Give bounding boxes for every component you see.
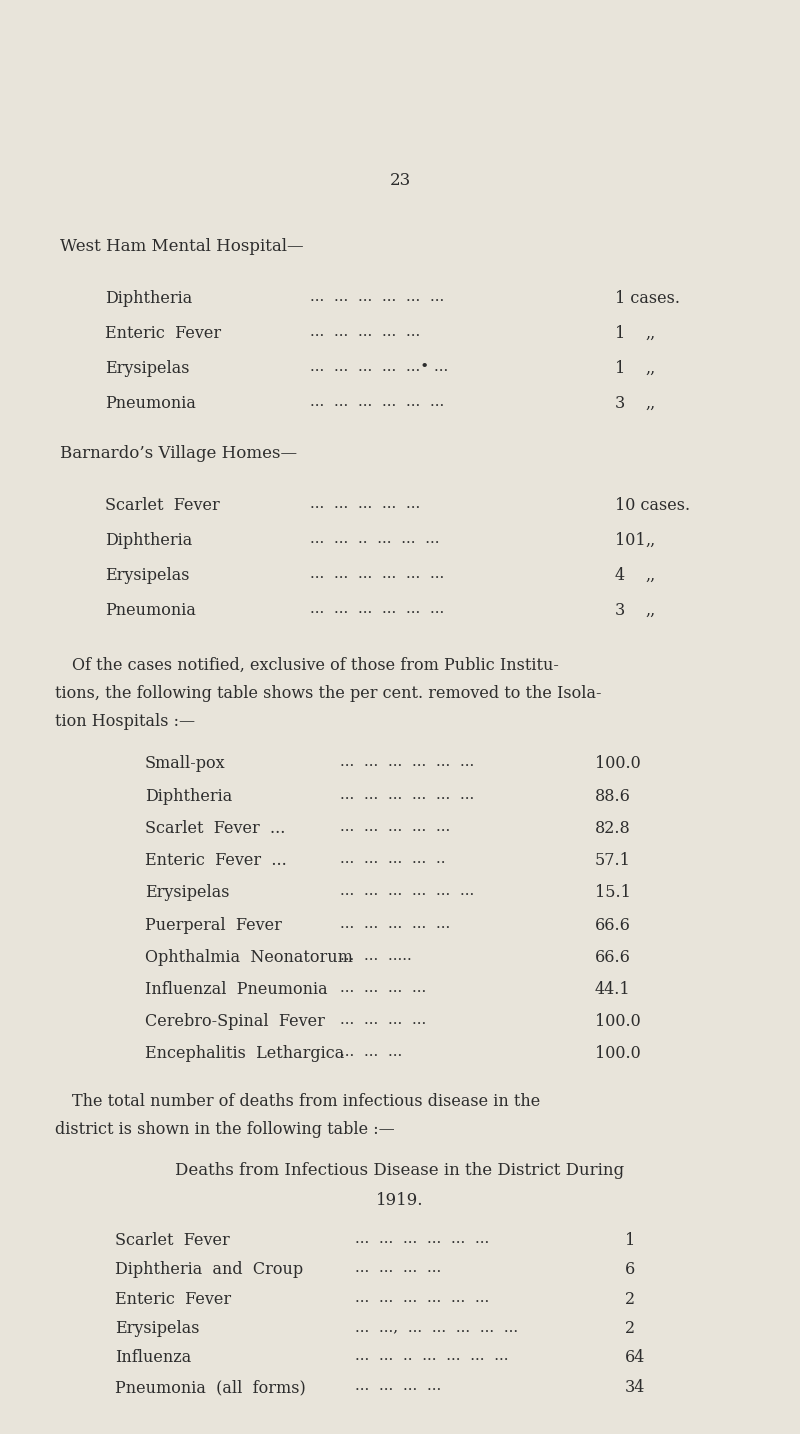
Text: ...  ...  ...  ...  ...  ...: ... ... ... ... ... ... [340, 754, 474, 769]
Text: Erysipelas: Erysipelas [145, 883, 230, 901]
Text: ,,: ,, [645, 602, 655, 619]
Text: 82.8: 82.8 [595, 820, 630, 837]
Text: ...  ...  ...  ...  ...: ... ... ... ... ... [310, 326, 420, 338]
Text: 101: 101 [615, 532, 646, 549]
Text: Pneumonia: Pneumonia [105, 394, 196, 412]
Text: tions, the following table shows the per cent. removed to the Isola-: tions, the following table shows the per… [55, 685, 602, 703]
Text: 44.1: 44.1 [595, 981, 630, 998]
Text: Erysipelas: Erysipelas [105, 566, 190, 584]
Text: Diphtheria: Diphtheria [105, 532, 192, 549]
Text: ...  ...  ...  ...: ... ... ... ... [355, 1380, 442, 1392]
Text: ...  ...  ...  ...  ...  ...: ... ... ... ... ... ... [340, 789, 474, 802]
Text: 23: 23 [390, 172, 410, 189]
Text: 1919.: 1919. [376, 1192, 424, 1209]
Text: 64: 64 [625, 1349, 646, 1367]
Text: ...  ...  ...  ...  ...: ... ... ... ... ... [310, 498, 420, 511]
Text: 2: 2 [625, 1291, 635, 1308]
Text: 1: 1 [625, 1232, 635, 1249]
Text: ...  ...  ...: ... ... ... [340, 1045, 402, 1058]
Text: ,,: ,, [645, 360, 655, 377]
Text: ,,: ,, [645, 394, 655, 412]
Text: ...  ...  ...  ...  ...  ...: ... ... ... ... ... ... [310, 566, 444, 581]
Text: 34: 34 [625, 1380, 646, 1397]
Text: Encephalitis  Lethargica: Encephalitis Lethargica [145, 1045, 344, 1063]
Text: Scarlet  Fever: Scarlet Fever [105, 498, 220, 513]
Text: 66.6: 66.6 [595, 949, 631, 967]
Text: ,,: ,, [645, 566, 655, 584]
Text: Erysipelas: Erysipelas [115, 1321, 199, 1336]
Text: ...  ...  ...  ...: ... ... ... ... [355, 1260, 442, 1275]
Text: district is shown in the following table :—: district is shown in the following table… [55, 1121, 394, 1139]
Text: Influenzal  Pneumonia: Influenzal Pneumonia [145, 981, 328, 998]
Text: ...  ...  ...  ...  ...: ... ... ... ... ... [340, 820, 450, 835]
Text: Influenza: Influenza [115, 1349, 191, 1367]
Text: Diphtheria  and  Croup: Diphtheria and Croup [115, 1260, 303, 1278]
Text: Enteric  Fever: Enteric Fever [115, 1291, 231, 1308]
Text: Scarlet  Fever  ...: Scarlet Fever ... [145, 820, 286, 837]
Text: Of the cases notified, exclusive of those from Public Institu-: Of the cases notified, exclusive of thos… [72, 657, 559, 674]
Text: ...  ...  .....: ... ... ..... [340, 949, 412, 964]
Text: ,,: ,, [645, 326, 655, 341]
Text: 3: 3 [615, 394, 626, 412]
Text: Erysipelas: Erysipelas [105, 360, 190, 377]
Text: Ophthalmia  Neonatorum: Ophthalmia Neonatorum [145, 949, 353, 967]
Text: Deaths from Infectious Disease in the District During: Deaths from Infectious Disease in the Di… [175, 1162, 625, 1179]
Text: ...  ...  ...  ...: ... ... ... ... [340, 981, 426, 995]
Text: ,,: ,, [645, 532, 655, 549]
Text: 10 cases.: 10 cases. [615, 498, 690, 513]
Text: 100.0: 100.0 [595, 754, 641, 771]
Text: ...  ...  ...  ...  ...  ...: ... ... ... ... ... ... [340, 883, 474, 898]
Text: Pneumonia: Pneumonia [105, 602, 196, 619]
Text: 15.1: 15.1 [595, 883, 631, 901]
Text: 88.6: 88.6 [595, 789, 631, 804]
Text: ...  ...  ...  ...  ...: ... ... ... ... ... [340, 916, 450, 931]
Text: Diphtheria: Diphtheria [145, 789, 232, 804]
Text: Cerebro-Spinal  Fever: Cerebro-Spinal Fever [145, 1012, 325, 1030]
Text: ...  ...  ...  ...  ...  ...: ... ... ... ... ... ... [310, 394, 444, 409]
Text: Enteric  Fever: Enteric Fever [105, 326, 221, 341]
Text: West Ham Mental Hospital—: West Ham Mental Hospital— [60, 238, 304, 255]
Text: 66.6: 66.6 [595, 916, 631, 934]
Text: Barnardo’s Village Homes—: Barnardo’s Village Homes— [60, 445, 297, 462]
Text: 6: 6 [625, 1260, 635, 1278]
Text: Small-pox: Small-pox [145, 754, 226, 771]
Text: 100.0: 100.0 [595, 1012, 641, 1030]
Text: ...  ...  ...  ...  ...  ...: ... ... ... ... ... ... [310, 602, 444, 617]
Text: Scarlet  Fever: Scarlet Fever [115, 1232, 230, 1249]
Text: 57.1: 57.1 [595, 852, 631, 869]
Text: ...  ...,  ...  ...  ...  ...  ...: ... ..., ... ... ... ... ... [355, 1321, 518, 1334]
Text: Enteric  Fever  ...: Enteric Fever ... [145, 852, 286, 869]
Text: 1: 1 [615, 360, 626, 377]
Text: ...  ...  ..  ...  ...  ...  ...: ... ... .. ... ... ... ... [355, 1349, 509, 1362]
Text: 1 cases.: 1 cases. [615, 290, 680, 307]
Text: ...  ...  ...  ...  ...• ...: ... ... ... ... ...• ... [310, 360, 448, 374]
Text: ...  ...  ...  ...: ... ... ... ... [340, 1012, 426, 1027]
Text: 2: 2 [625, 1321, 635, 1336]
Text: The total number of deaths from infectious disease in the: The total number of deaths from infectio… [72, 1093, 540, 1110]
Text: 3: 3 [615, 602, 626, 619]
Text: 1: 1 [615, 326, 626, 341]
Text: ...  ...  ...  ...  ..: ... ... ... ... .. [340, 852, 446, 866]
Text: ...  ...  ...  ...  ...  ...: ... ... ... ... ... ... [355, 1291, 490, 1305]
Text: ...  ...  ...  ...  ...  ...: ... ... ... ... ... ... [355, 1232, 490, 1246]
Text: Puerperal  Fever: Puerperal Fever [145, 916, 282, 934]
Text: ...  ...  ..  ...  ...  ...: ... ... .. ... ... ... [310, 532, 439, 546]
Text: tion Hospitals :—: tion Hospitals :— [55, 713, 195, 730]
Text: Diphtheria: Diphtheria [105, 290, 192, 307]
Text: Pneumonia  (all  forms): Pneumonia (all forms) [115, 1380, 306, 1397]
Text: ...  ...  ...  ...  ...  ...: ... ... ... ... ... ... [310, 290, 444, 304]
Text: 100.0: 100.0 [595, 1045, 641, 1063]
Text: 4: 4 [615, 566, 625, 584]
